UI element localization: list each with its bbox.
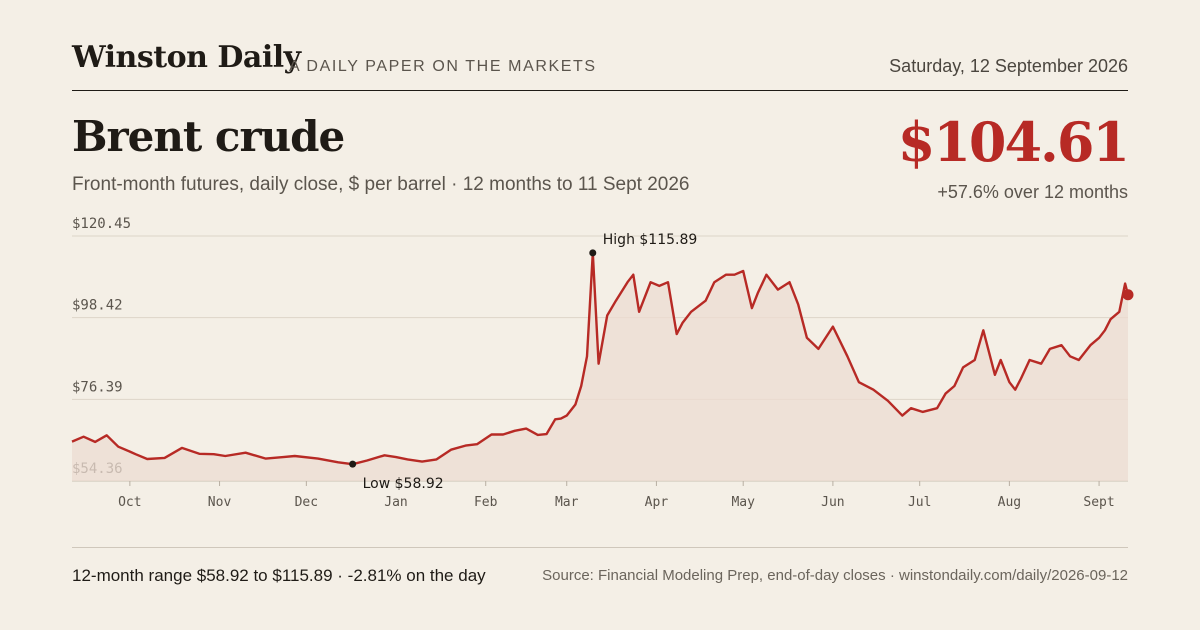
- low-marker: [349, 460, 357, 468]
- low-label: Low $58.92: [363, 476, 444, 492]
- x-tick-label: May: [731, 495, 755, 510]
- source-note: Source: Financial Modeling Prep, end-of-…: [542, 567, 1128, 584]
- y-tick-label: $76.39: [72, 379, 123, 395]
- x-tick-label: Sept: [1083, 495, 1114, 510]
- tagline: A DAILY PAPER ON THE MARKETS: [289, 58, 597, 75]
- chart-subtitle: Front-month futures, daily close, $ per …: [72, 174, 690, 195]
- price-chart: $120.45$98.42$76.39$54.36OctNovDecJanFeb…: [71, 216, 1134, 510]
- x-tick-label: Apr: [645, 495, 669, 510]
- x-tick-label: Aug: [998, 495, 1021, 510]
- y-tick-label: $98.42: [72, 298, 123, 314]
- price-area: [72, 252, 1128, 481]
- x-tick-label: Jul: [908, 495, 931, 510]
- current-price: $104.61: [897, 110, 1130, 174]
- range-summary: 12-month range $58.92 to $115.89 · -2.81…: [72, 566, 486, 585]
- x-tick-label: Nov: [208, 495, 232, 510]
- publication-date: Saturday, 12 September 2026: [889, 56, 1128, 76]
- x-tick-label: Feb: [474, 495, 498, 510]
- x-tick-label: Dec: [295, 495, 318, 510]
- y-tick-label: $120.45: [72, 216, 131, 232]
- price-change: +57.6% over 12 months: [937, 182, 1128, 202]
- high-marker: [589, 249, 597, 257]
- brand-logo[interactable]: Winston Daily: [72, 40, 301, 75]
- masthead: Winston Daily A DAILY PAPER ON THE MARKE…: [72, 40, 1128, 91]
- footer-divider: [72, 547, 1128, 548]
- x-tick-label: Jan: [384, 495, 407, 510]
- high-label: High $115.89: [603, 232, 698, 248]
- chart-title: Brent crude: [72, 112, 345, 161]
- latest-price-marker: [1122, 289, 1134, 301]
- x-tick-label: Mar: [555, 495, 579, 510]
- price-line: [71, 251, 1130, 466]
- x-tick-label: Oct: [118, 495, 141, 510]
- x-tick-label: Jun: [821, 495, 844, 510]
